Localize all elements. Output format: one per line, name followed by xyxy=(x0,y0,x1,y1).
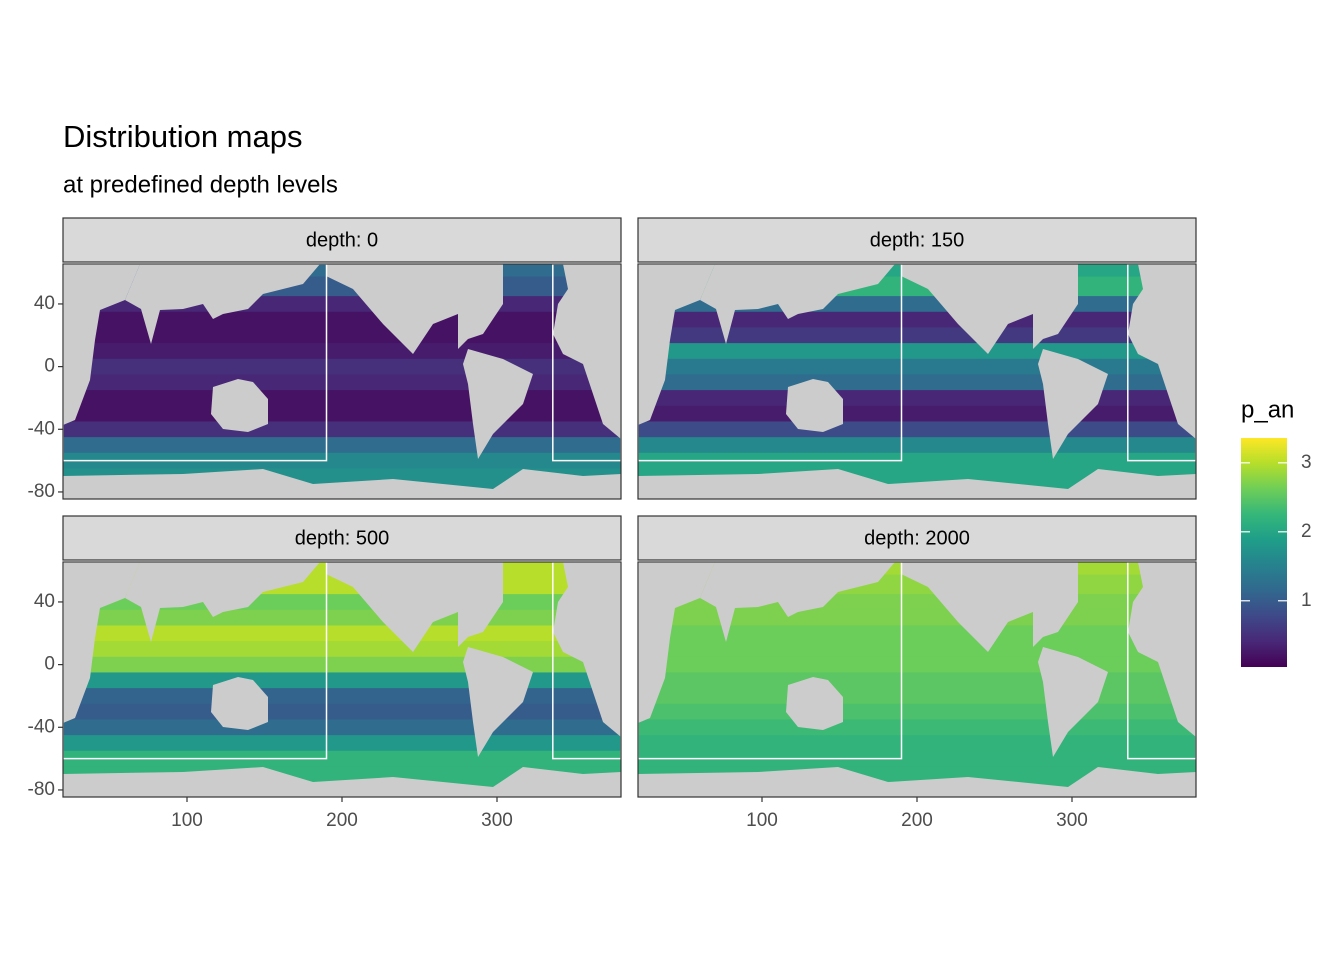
region-box xyxy=(638,562,903,760)
facet-panel xyxy=(63,264,621,499)
raster-band xyxy=(638,625,1196,642)
x-tick-label: 200 xyxy=(901,810,933,831)
raster-band xyxy=(638,735,1196,752)
raster-band xyxy=(63,437,621,454)
facet-label: depth: 0 xyxy=(306,229,378,251)
chart-subtitle: at predefined depth levels xyxy=(63,171,338,198)
raster-band xyxy=(638,343,1196,360)
facet-strip xyxy=(62,515,622,561)
legend-title: p_an xyxy=(1241,396,1294,423)
region-box xyxy=(63,264,328,462)
x-tick-label: 300 xyxy=(1056,810,1088,831)
raster-band xyxy=(63,750,621,767)
y-tick-label: 40 xyxy=(34,591,55,612)
raster-band xyxy=(63,358,621,375)
region-box xyxy=(63,562,328,760)
y-tick-label: 40 xyxy=(34,293,55,314)
raster-band xyxy=(63,703,621,720)
raster-band xyxy=(63,343,621,360)
colorbar-label: 3 xyxy=(1301,452,1312,473)
facet-panel xyxy=(638,562,1196,797)
x-tick-label: 100 xyxy=(746,810,778,831)
raster-band xyxy=(638,672,1196,689)
colorbar xyxy=(1241,438,1287,667)
raster-band xyxy=(638,437,1196,454)
facet-label: depth: 150 xyxy=(870,229,965,251)
y-tick-label: -80 xyxy=(28,779,55,800)
raster-band xyxy=(63,672,621,689)
raster-band xyxy=(638,358,1196,375)
raster-band xyxy=(63,421,621,438)
raster-band xyxy=(63,374,621,391)
raster-band xyxy=(63,405,621,422)
y-tick-label: -40 xyxy=(28,716,55,737)
facet-panel xyxy=(638,264,1196,499)
x-tick-label: 100 xyxy=(171,810,203,831)
facet-strip xyxy=(62,217,622,263)
colorbar-label: 1 xyxy=(1301,590,1312,611)
panel-border xyxy=(62,263,622,500)
facet-label: depth: 2000 xyxy=(864,527,970,549)
region-box xyxy=(638,264,903,462)
raster-band xyxy=(638,719,1196,736)
y-tick-label: -80 xyxy=(28,481,55,502)
raster-band xyxy=(638,374,1196,391)
y-tick-label: 0 xyxy=(44,356,55,377)
y-tick-label: -40 xyxy=(28,418,55,439)
raster-band xyxy=(638,327,1196,344)
raster-band xyxy=(638,390,1196,407)
panel-border xyxy=(637,263,1197,500)
raster-band xyxy=(63,390,621,407)
raster-band xyxy=(638,750,1196,767)
chart-title: Distribution maps xyxy=(63,119,302,154)
raster-band xyxy=(63,625,621,642)
x-tick-label: 300 xyxy=(481,810,513,831)
raster-band xyxy=(63,656,621,673)
raster-band xyxy=(63,735,621,752)
facet-strip xyxy=(637,515,1197,561)
raster-band xyxy=(63,719,621,736)
raster-band xyxy=(638,656,1196,673)
facet-panel xyxy=(63,562,621,797)
raster-band xyxy=(638,641,1196,658)
x-tick-label: 200 xyxy=(326,810,358,831)
raster-band xyxy=(63,641,621,658)
raster-band xyxy=(638,703,1196,720)
raster-band xyxy=(638,688,1196,705)
facet-strip xyxy=(637,217,1197,263)
raster-band xyxy=(63,452,621,469)
raster-band xyxy=(638,452,1196,469)
raster-band xyxy=(63,688,621,705)
facet-label: depth: 500 xyxy=(295,527,390,549)
y-tick-label: 0 xyxy=(44,654,55,675)
raster-band xyxy=(638,421,1196,438)
raster-band xyxy=(63,327,621,344)
raster-band xyxy=(638,405,1196,422)
colorbar-label: 2 xyxy=(1301,521,1312,542)
